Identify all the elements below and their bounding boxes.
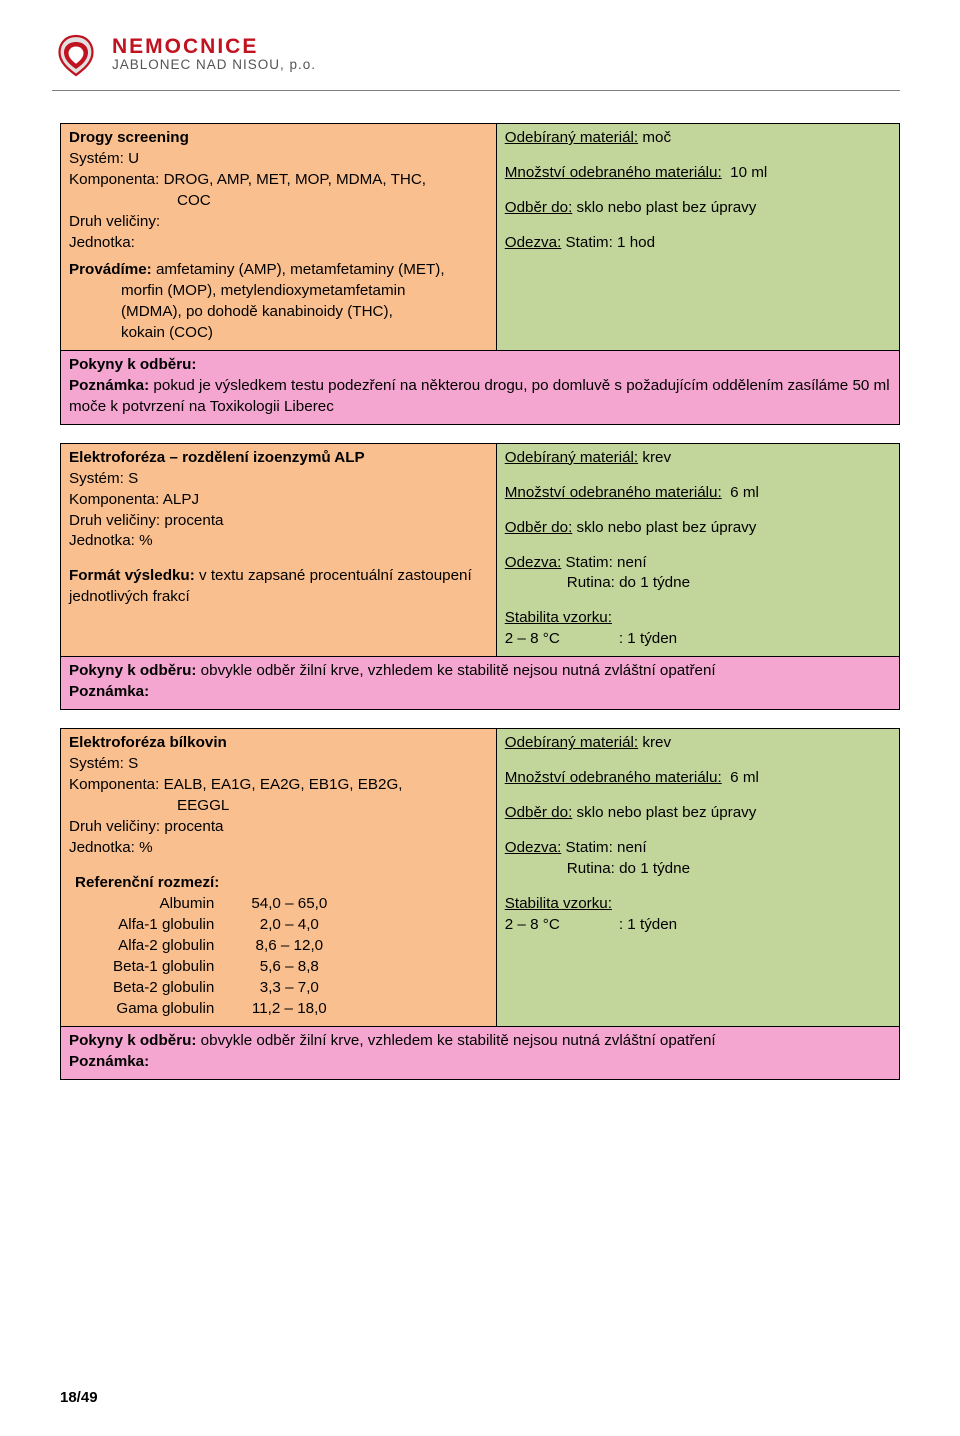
ref-row-name: Gama globulin bbox=[113, 999, 214, 1020]
ref-row-range: 5,6 – 8,8 bbox=[244, 957, 334, 978]
s2-odezva-statim: Statim: není bbox=[566, 554, 647, 571]
org-name: NEMOCNICE bbox=[112, 35, 316, 58]
s3-material-label: Odebíraný materiál: bbox=[505, 734, 638, 751]
s3-poznamka-label: Poznámka: bbox=[69, 1053, 149, 1070]
page: NEMOCNICE JABLONEC NAD NISOU, p.o. Drogy… bbox=[0, 0, 960, 1436]
s1-provadime: Provádíme: amfetaminy (AMP), metamfetami… bbox=[69, 260, 488, 281]
s2-format: Formát výsledku: v textu zapsané procent… bbox=[69, 566, 488, 608]
s3-odezva-rutina: Rutina: do 1 týdne bbox=[505, 859, 891, 880]
s1-provadime-4: kokain (COC) bbox=[69, 323, 488, 344]
s2-poznamka-label: Poznámka: bbox=[69, 683, 149, 700]
s2-mnozstvi-value: 6 ml bbox=[730, 484, 759, 501]
s1-material-value: moč bbox=[642, 129, 671, 146]
ref-row-name: Beta-2 globulin bbox=[113, 978, 214, 999]
s3-system-label: Systém: bbox=[69, 755, 124, 772]
s3-odezva-statim: Statim: není bbox=[566, 839, 647, 856]
s2-jednotka-label: Jednotka: bbox=[69, 532, 135, 549]
ref-row-name: Albumin bbox=[113, 894, 214, 915]
s1-komp-label: Komponenta: bbox=[69, 171, 159, 188]
ref-row-range: 2,0 – 4,0 bbox=[244, 915, 334, 936]
s3-ref-table: Albumin 54,0 – 65,0 Alfa-1 globulin 2,0 – … bbox=[113, 894, 334, 1020]
s1-jednotka-label: Jednotka: bbox=[69, 233, 488, 254]
section1-left: Drogy screening Systém: U Komponenta: DR… bbox=[61, 124, 497, 350]
s1-pokyny-label: Pokyny k odběru: bbox=[69, 356, 196, 373]
s1-poznamka: Poznámka: pokud je výsledkem testu podez… bbox=[69, 376, 891, 418]
s3-ref-label: Referenční rozmezí: bbox=[75, 874, 219, 891]
s1-mnozstvi-value: 10 ml bbox=[730, 164, 767, 181]
s1-provadime-2: morfin (MOP), metylendioxymetamfetamin bbox=[69, 281, 488, 302]
s2-odezva-rutina: Rutina: do 1 týdne bbox=[505, 573, 891, 594]
section1-right: Odebíraný materiál: moč Množství odebran… bbox=[497, 124, 899, 350]
s2-system-label: Systém: bbox=[69, 470, 124, 487]
s1-odber-value: sklo nebo plast bez úpravy bbox=[577, 199, 757, 216]
s3-stabilita-value: 2 – 8 °C : 1 týden bbox=[505, 915, 891, 936]
s2-material-label: Odebíraný materiál: bbox=[505, 449, 638, 466]
section-elfo-alp: Elektroforéza – rozdělení izoenzymů ALP … bbox=[60, 443, 900, 711]
s2-odezva-label: Odezva: bbox=[505, 554, 562, 571]
s1-druh-label: Druh veličiny: bbox=[69, 212, 488, 233]
s1-provadime-3: (MDMA), po dohodě kanabinoidy (THC), bbox=[69, 302, 488, 323]
s3-material-value: krev bbox=[642, 734, 671, 751]
ref-row-range: 3,3 – 7,0 bbox=[244, 978, 334, 999]
s1-mnozstvi-label: Množství odebraného materiálu: bbox=[505, 164, 722, 181]
s3-mnozstvi-label: Množství odebraného materiálu: bbox=[505, 769, 722, 786]
s1-odber-label: Odběr do: bbox=[505, 199, 573, 216]
section1-note: Pokyny k odběru: Poznámka: pokud je výsl… bbox=[61, 350, 899, 424]
s1-system-label: Systém: bbox=[69, 150, 124, 167]
section3-note: Pokyny k odběru: obvykle odběr žilní krv… bbox=[61, 1026, 899, 1079]
ref-row-range: 54,0 – 65,0 bbox=[244, 894, 334, 915]
ref-row-name: Beta-1 globulin bbox=[113, 957, 214, 978]
page-header: NEMOCNICE JABLONEC NAD NISOU, p.o. bbox=[52, 30, 900, 91]
s1-material-label: Odebíraný materiál: bbox=[505, 129, 638, 146]
s3-jednotka-label: Jednotka: bbox=[69, 839, 135, 856]
s2-odber-label: Odběr do: bbox=[505, 519, 573, 536]
s3-title: Elektroforéza bílkovin bbox=[69, 734, 227, 751]
section2-right: Odebíraný materiál: krev Množství odebra… bbox=[497, 444, 899, 657]
s2-material-value: krev bbox=[642, 449, 671, 466]
s3-odber-label: Odběr do: bbox=[505, 804, 573, 821]
s2-pokyny: Pokyny k odběru: obvykle odběr žilní krv… bbox=[69, 661, 891, 682]
s2-stabilita-label: Stabilita vzorku: bbox=[505, 609, 612, 626]
s2-druh-label: Druh veličiny: bbox=[69, 512, 160, 529]
section-elfo-bilkovin: Elektroforéza bílkovin Systém: S Kompone… bbox=[60, 728, 900, 1080]
section-drogy-screening: Drogy screening Systém: U Komponenta: DR… bbox=[60, 123, 900, 425]
s3-druh-label: Druh veličiny: bbox=[69, 818, 160, 835]
section2-left: Elektroforéza – rozdělení izoenzymů ALP … bbox=[61, 444, 497, 657]
s1-odezva-label: Odezva: bbox=[505, 234, 562, 251]
s1-system-value: U bbox=[128, 150, 139, 167]
s2-title: Elektroforéza – rozdělení izoenzymů ALP bbox=[69, 449, 365, 466]
org-subtitle: JABLONEC NAD NISOU, p.o. bbox=[112, 58, 316, 73]
page-number: 18/49 bbox=[60, 1389, 98, 1406]
s3-odber-value: sklo nebo plast bez úpravy bbox=[577, 804, 757, 821]
s1-komp-coc: COC bbox=[69, 191, 488, 212]
ref-row-range: 8,6 – 12,0 bbox=[244, 936, 334, 957]
ref-row-name: Alfa-2 globulin bbox=[113, 936, 214, 957]
s3-komp-label: Komponenta: bbox=[69, 776, 159, 793]
section3-left: Elektroforéza bílkovin Systém: S Kompone… bbox=[61, 729, 497, 1026]
s3-stabilita-label: Stabilita vzorku: bbox=[505, 895, 612, 912]
s2-komp-value: ALPJ bbox=[163, 491, 199, 508]
s2-jednotka-value: % bbox=[139, 532, 153, 549]
s2-system-value: S bbox=[128, 470, 138, 487]
s2-mnozstvi-label: Množství odebraného materiálu: bbox=[505, 484, 722, 501]
hospital-logo-icon bbox=[52, 30, 100, 78]
s1-title: Drogy screening bbox=[69, 129, 189, 146]
s2-komp-label: Komponenta: bbox=[69, 491, 159, 508]
section2-note: Pokyny k odběru: obvykle odběr žilní krv… bbox=[61, 656, 899, 709]
ref-row-name: Alfa-1 globulin bbox=[113, 915, 214, 936]
s3-komp-eeggl: EEGGL bbox=[69, 796, 488, 817]
ref-row-range: 11,2 – 18,0 bbox=[244, 999, 334, 1020]
s3-pokyny: Pokyny k odběru: obvykle odběr žilní krv… bbox=[69, 1031, 891, 1052]
s3-odezva-label: Odezva: bbox=[505, 839, 562, 856]
s3-jednotka-value: % bbox=[139, 839, 153, 856]
s2-druh-value: procenta bbox=[164, 512, 223, 529]
section3-right: Odebíraný materiál: krev Množství odebra… bbox=[497, 729, 899, 1026]
org-title-block: NEMOCNICE JABLONEC NAD NISOU, p.o. bbox=[112, 35, 316, 73]
s3-system-value: S bbox=[128, 755, 138, 772]
s3-mnozstvi-value: 6 ml bbox=[730, 769, 759, 786]
s3-druh-value: procenta bbox=[164, 818, 223, 835]
s2-stabilita-value: 2 – 8 °C : 1 týden bbox=[505, 629, 891, 650]
s1-odezva-value: Statim: 1 hod bbox=[566, 234, 656, 251]
s2-odber-value: sklo nebo plast bez úpravy bbox=[577, 519, 757, 536]
